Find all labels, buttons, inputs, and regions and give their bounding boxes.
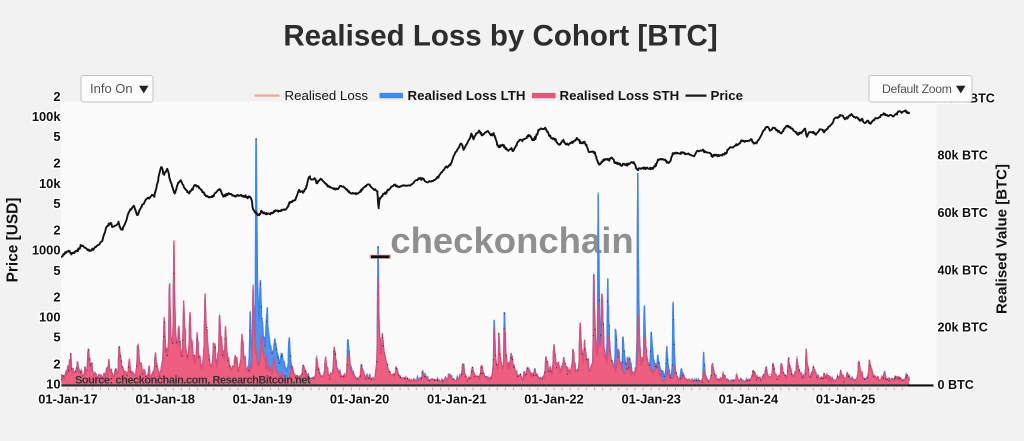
- svg-text:Realised Loss LTH: Realised Loss LTH: [408, 88, 526, 103]
- svg-text:80k BTC: 80k BTC: [938, 149, 988, 163]
- svg-text:01-Jan-20: 01-Jan-20: [330, 392, 389, 407]
- svg-text:60k BTC: 60k BTC: [938, 206, 988, 220]
- svg-text:Realised Value [BTC]: Realised Value [BTC]: [994, 164, 1011, 314]
- svg-text:01-Jan-18: 01-Jan-18: [135, 392, 194, 407]
- svg-text:01-Jan-17: 01-Jan-17: [38, 392, 97, 407]
- svg-text:2: 2: [53, 89, 60, 104]
- svg-text:100k: 100k: [32, 109, 62, 124]
- svg-text:01-Jan-22: 01-Jan-22: [524, 392, 583, 407]
- svg-text:Default Zoom: Default Zoom: [882, 82, 952, 96]
- svg-text:2: 2: [53, 290, 60, 305]
- svg-text:Info On: Info On: [90, 81, 133, 96]
- svg-text:Source: checkonchain.com, Rese: Source: checkonchain.com, ResearchBitcoi…: [75, 375, 311, 387]
- svg-text:5: 5: [53, 330, 60, 345]
- svg-text:01-Jan-19: 01-Jan-19: [233, 392, 292, 407]
- svg-text:10k: 10k: [39, 176, 61, 191]
- svg-text:2: 2: [53, 223, 60, 238]
- svg-text:Realised Loss by Cohort [BTC]: Realised Loss by Cohort [BTC]: [283, 20, 717, 53]
- svg-text:5: 5: [53, 196, 60, 211]
- svg-text:01-Jan-21: 01-Jan-21: [427, 392, 486, 407]
- svg-text:Price [USD]: Price [USD]: [5, 198, 22, 283]
- svg-text:10: 10: [46, 377, 60, 392]
- svg-text:1000: 1000: [32, 243, 61, 258]
- svg-text:5: 5: [53, 129, 60, 144]
- svg-text:20k BTC: 20k BTC: [938, 321, 988, 335]
- svg-text:checkonchain: checkonchain: [390, 220, 633, 261]
- svg-text:2: 2: [53, 356, 60, 371]
- svg-text:0 BTC: 0 BTC: [938, 378, 974, 392]
- svg-text:5: 5: [53, 263, 60, 278]
- svg-text:Realised Loss STH: Realised Loss STH: [560, 88, 680, 103]
- svg-text:Realised Loss: Realised Loss: [285, 88, 369, 103]
- svg-text:01-Jan-23: 01-Jan-23: [621, 392, 680, 407]
- svg-text:01-Jan-25: 01-Jan-25: [816, 392, 875, 407]
- svg-text:40k BTC: 40k BTC: [938, 263, 988, 277]
- svg-text:01-Jan-24: 01-Jan-24: [719, 392, 779, 407]
- svg-text:2: 2: [53, 156, 60, 171]
- svg-text:Price: Price: [711, 88, 744, 103]
- svg-text:100: 100: [39, 310, 61, 325]
